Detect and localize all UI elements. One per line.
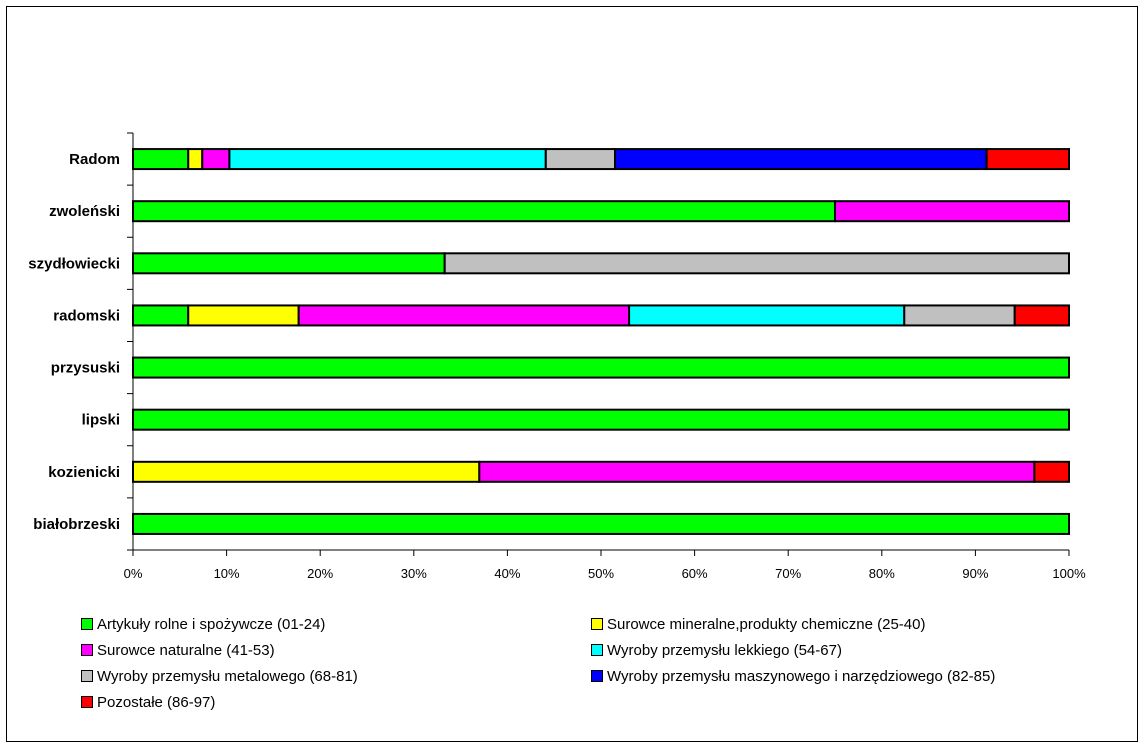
legend-item: Wyroby przemysłu metalowego (68-81)	[81, 666, 591, 686]
chart-legend: Artykuły rolne i spożywcze (01-24) Surowc…	[81, 614, 1121, 712]
bar-segment	[834, 200, 1070, 223]
legend-item: Wyroby przemysłu maszynowego i narzędzio…	[591, 666, 1121, 686]
legend-label: Artykuły rolne i spożywcze (01-24)	[97, 615, 326, 633]
bar-segment	[443, 252, 1070, 275]
category-label: przysuski	[51, 360, 120, 377]
category-label: zwoleński	[49, 203, 120, 220]
category-label: radomski	[53, 307, 120, 324]
bar-segment	[201, 148, 231, 171]
x-tick-label: 100%	[1052, 566, 1086, 581]
legend-swatch	[81, 670, 93, 682]
legend-label: Wyroby przemysłu maszynowego i narzędzio…	[607, 667, 996, 685]
bar-segment	[132, 512, 1070, 535]
bar-segment	[544, 148, 617, 171]
bar-segment	[297, 304, 631, 327]
x-tick-label: 60%	[682, 566, 708, 581]
x-tick-label: 40%	[494, 566, 520, 581]
legend-swatch	[591, 618, 603, 630]
bar-segment	[903, 304, 1016, 327]
bar-segment	[228, 148, 547, 171]
x-tick-label: 0%	[124, 566, 143, 581]
bar-segment	[187, 304, 300, 327]
legend-item: Surowce naturalne (41-53)	[81, 640, 591, 660]
x-tick-label: 70%	[775, 566, 801, 581]
legend-swatch	[591, 670, 603, 682]
x-tick-label: 50%	[588, 566, 614, 581]
x-tick-label: 90%	[962, 566, 988, 581]
legend-swatch	[81, 644, 93, 656]
bar-segment	[478, 460, 1036, 483]
legend-item: Surowce mineralne,produkty chemiczne (25…	[591, 614, 1121, 634]
x-tick-label: 10%	[214, 566, 240, 581]
bar-segment	[1013, 304, 1070, 327]
category-label: szydłowiecki	[28, 255, 120, 272]
bar-segment	[132, 304, 190, 327]
bar-segment	[132, 200, 836, 223]
bar-segment	[132, 356, 1070, 379]
legend-swatch	[81, 618, 93, 630]
legend-swatch	[591, 644, 603, 656]
bar-segment	[614, 148, 988, 171]
legend-label: Wyroby przemysłu metalowego (68-81)	[97, 667, 358, 685]
x-tick-label: 80%	[869, 566, 895, 581]
category-label: Radom	[69, 151, 120, 168]
legend-label: Surowce mineralne,produkty chemiczne (25…	[607, 615, 926, 633]
bar-segment	[132, 252, 446, 275]
legend-label: Pozostałe (86-97)	[97, 693, 216, 711]
bar-segment	[187, 148, 204, 171]
bar-segment	[628, 304, 906, 327]
x-tick-label: 20%	[307, 566, 333, 581]
legend-label: Wyroby przemysłu lekkiego (54-67)	[607, 641, 842, 659]
bar-segment	[1033, 460, 1071, 483]
bar-segment	[132, 148, 190, 171]
category-label: kozienicki	[48, 464, 120, 481]
bar-segment	[985, 148, 1071, 171]
legend-item: Artykuły rolne i spożywcze (01-24)	[81, 614, 591, 634]
legend-item: Pozostałe (86-97)	[81, 692, 591, 712]
bar-segment	[132, 460, 481, 483]
legend-item: Wyroby przemysłu lekkiego (54-67)	[591, 640, 1121, 660]
legend-label: Surowce naturalne (41-53)	[97, 641, 275, 659]
category-label: lipski	[82, 412, 120, 429]
x-tick-label: 30%	[401, 566, 427, 581]
bar-segment	[132, 408, 1070, 431]
legend-swatch	[81, 696, 93, 708]
category-label: białobrzeski	[33, 516, 120, 533]
